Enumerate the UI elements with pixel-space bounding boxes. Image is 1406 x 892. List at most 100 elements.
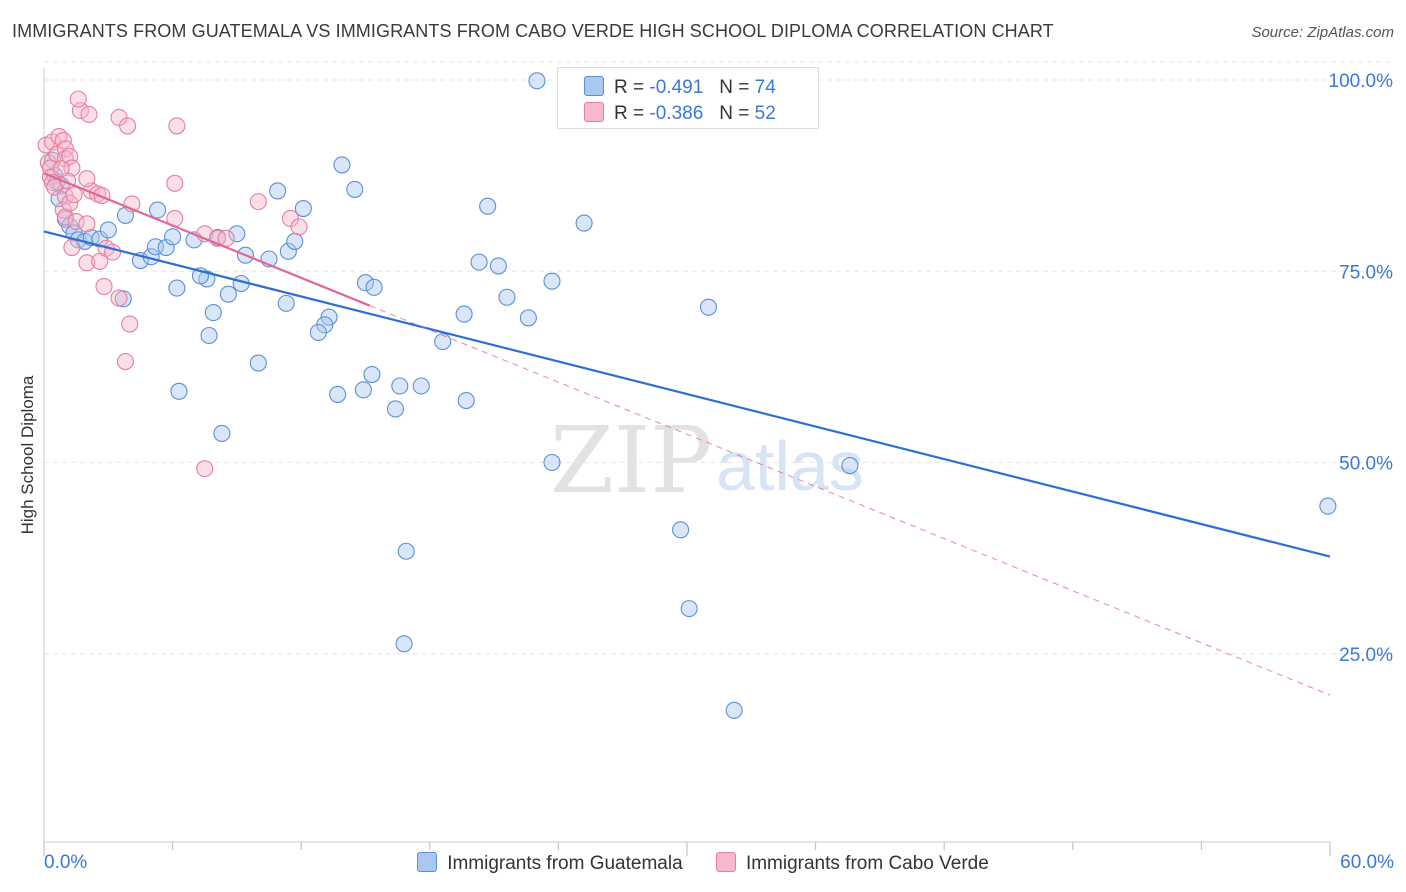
caboverde-trend-extension (369, 305, 1331, 696)
guatemala-trend-line (43, 230, 1331, 558)
caboverde-point (63, 238, 81, 257)
guatemala-point (479, 197, 497, 215)
caboverde-point (95, 277, 113, 296)
caboverde-point (166, 174, 184, 192)
y-tick-label: 50.0% (1339, 454, 1393, 475)
gridlines (44, 61, 1392, 655)
caboverde-point (61, 194, 79, 212)
legend-item-guatemala: Immigrants from Guatemala (417, 852, 683, 875)
caboverde-point (110, 289, 128, 307)
legend-swatch-pink (584, 102, 604, 122)
guatemala-point (286, 232, 304, 250)
guatemala-point (543, 453, 561, 472)
legend-row-caboverde: R = -0.386 N = 52 (584, 102, 776, 126)
caboverde-point (80, 105, 98, 123)
source-label: Source: ZipAtlas.com (1251, 24, 1394, 41)
guatemala-point (99, 221, 117, 239)
guatemala-point (91, 230, 109, 248)
series-legend: Immigrants from Guatemala Immigrants fro… (0, 852, 1406, 875)
guatemala-point (346, 180, 364, 198)
x-axis-min-label: 0.0% (44, 852, 88, 873)
guatemala-point (672, 521, 690, 539)
guatemala-point (699, 298, 717, 316)
caboverde-point (78, 170, 96, 188)
guatemala-point (204, 304, 222, 322)
guatemala-point (391, 377, 409, 395)
guatemala-point (277, 294, 295, 312)
caboverde-point (78, 215, 96, 233)
guatemala-point (575, 214, 593, 232)
watermark-zip: ZIP (550, 407, 712, 514)
legend-swatch-blue (584, 76, 604, 96)
caboverde-point (290, 218, 308, 236)
guatemala-point (680, 600, 698, 618)
guatemala-point (168, 279, 186, 297)
guatemala-point (157, 238, 175, 257)
guatemala-point (219, 285, 237, 303)
legend-n-value: 74 (754, 77, 776, 98)
caboverde-point (54, 201, 72, 219)
caboverde-point (56, 208, 74, 226)
guatemala-point (365, 278, 383, 296)
guatemala-point (397, 542, 415, 560)
guatemala-point (489, 257, 507, 275)
legend-r-value: -0.491 (649, 77, 704, 98)
guatemala-point (333, 156, 351, 174)
guatemala-point (457, 391, 475, 410)
axes (43, 68, 1331, 856)
legend-item-caboverde: Immigrants from Cabo Verde (715, 852, 989, 875)
guatemala-point (841, 457, 859, 475)
y-tick-label: 75.0% (1339, 262, 1393, 283)
caboverde-point (78, 254, 96, 272)
caboverde-point (121, 315, 139, 333)
guatemala-point (309, 323, 327, 342)
trend-lines (43, 172, 1331, 696)
guatemala-point (519, 309, 537, 327)
guatemala-point (395, 635, 413, 653)
data-points (37, 72, 1337, 719)
caboverde-trend-line (43, 172, 371, 307)
legend-n-value: 52 (754, 103, 776, 124)
watermark-atlas: atlas (716, 427, 864, 505)
caboverde-point (52, 160, 70, 178)
guatemala-point (294, 199, 312, 218)
guatemala-point (363, 365, 381, 384)
guatemala-point (249, 354, 267, 372)
guatemala-point (279, 242, 297, 260)
guatemala-point (470, 253, 488, 271)
legend-n-label: N = (719, 77, 750, 98)
guatemala-point (434, 333, 452, 351)
chart-title: IMMIGRANTS FROM GUATEMALA VS IMMIGRANTS … (12, 21, 1054, 41)
guatemala-point (528, 72, 546, 90)
guatemala-point (455, 305, 473, 323)
legend-n-label: N = (719, 103, 750, 124)
caboverde-point (119, 117, 137, 135)
y-tick-label: 100.0% (1329, 71, 1394, 92)
guatemala-point (498, 288, 516, 306)
guatemala-point (164, 228, 182, 246)
x-axis-max-label: 60.0% (1340, 852, 1394, 873)
legend-r-label: R = (614, 77, 645, 98)
legend-r-value: -0.386 (649, 103, 704, 124)
guatemala-point (1319, 497, 1337, 515)
guatemala-point (170, 382, 188, 400)
guatemala-point (329, 385, 347, 403)
caboverde-point (65, 186, 83, 204)
caboverde-point (67, 212, 85, 231)
y-tick-label: 25.0% (1339, 645, 1393, 666)
guatemala-point (386, 400, 405, 418)
caboverde-point (196, 460, 214, 478)
guatemala-point (213, 424, 231, 442)
legend-row-guatemala: R = -0.491 N = 74 (584, 76, 776, 100)
stats-legend: R = -0.491 N = 74 R = -0.386 N = 52 (557, 67, 819, 129)
guatemala-point (354, 381, 372, 399)
legend-swatch-pink (715, 852, 736, 872)
guatemala-point (200, 326, 218, 345)
guatemala-point (356, 274, 375, 292)
guatemala-point (543, 272, 561, 290)
guatemala-point (725, 701, 743, 719)
guatemala-point (228, 225, 246, 243)
guatemala-point (269, 182, 287, 200)
legend-label-caboverde: Immigrants from Cabo Verde (745, 853, 989, 874)
